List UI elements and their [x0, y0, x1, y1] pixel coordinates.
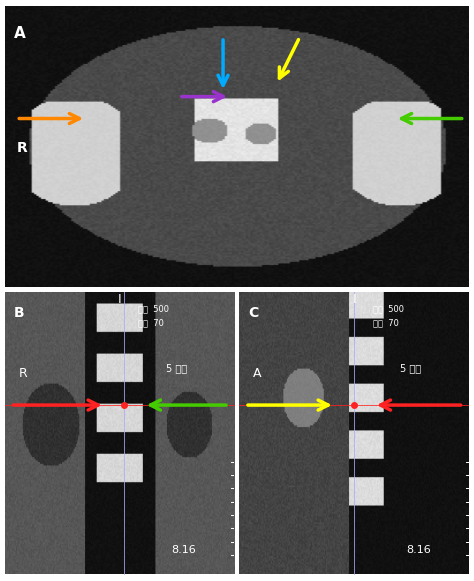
Text: B: B — [14, 306, 25, 320]
Text: 5 里米: 5 里米 — [400, 363, 421, 373]
Text: 8.16: 8.16 — [172, 544, 196, 554]
Text: A: A — [253, 367, 262, 380]
Text: 宽度  500: 宽度 500 — [138, 304, 169, 314]
Text: 宽度  500: 宽度 500 — [373, 304, 404, 314]
Text: R: R — [16, 141, 27, 155]
Text: 中心  70: 中心 70 — [138, 319, 164, 328]
Text: C: C — [248, 306, 259, 320]
Text: A: A — [14, 26, 26, 41]
Text: I: I — [353, 293, 356, 306]
Text: I: I — [118, 293, 121, 306]
Text: 8.16: 8.16 — [406, 544, 431, 554]
Text: 中心  70: 中心 70 — [373, 319, 399, 328]
Text: 5 里米: 5 里米 — [165, 363, 187, 373]
Text: R: R — [18, 367, 27, 380]
